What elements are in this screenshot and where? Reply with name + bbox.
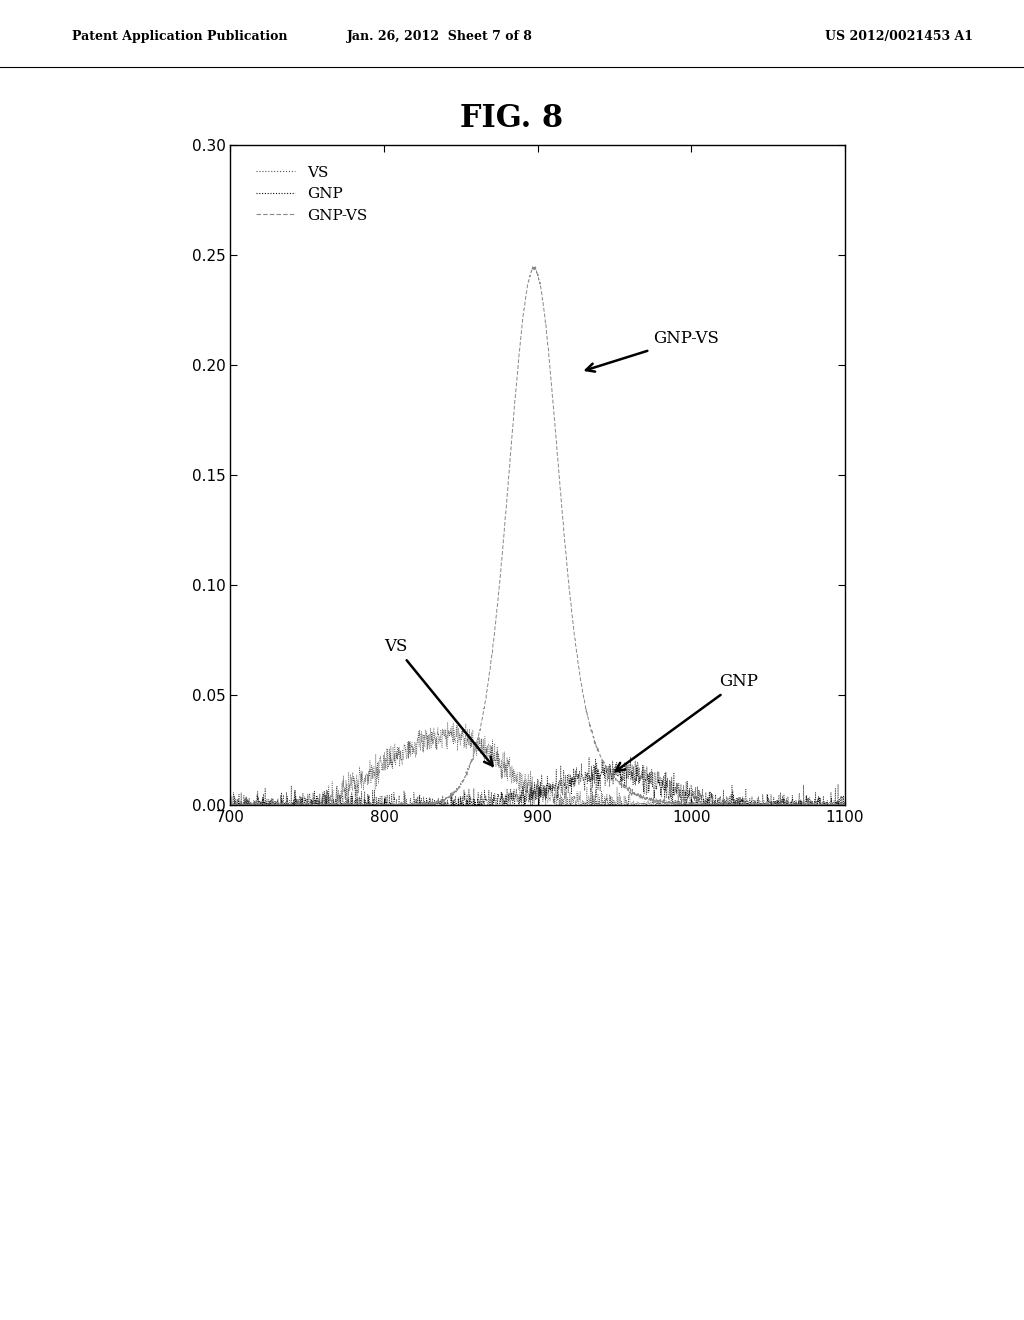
Text: VS: VS (384, 639, 493, 766)
Text: Patent Application Publication: Patent Application Publication (72, 30, 287, 42)
Legend: VS, GNP, GNP-VS: VS, GNP, GNP-VS (250, 160, 373, 228)
Text: US 2012/0021453 A1: US 2012/0021453 A1 (824, 30, 973, 42)
Text: GNP: GNP (615, 673, 758, 771)
Text: GNP-VS: GNP-VS (586, 330, 719, 372)
Text: FIG. 8: FIG. 8 (461, 103, 563, 135)
Text: Jan. 26, 2012  Sheet 7 of 8: Jan. 26, 2012 Sheet 7 of 8 (347, 30, 534, 42)
